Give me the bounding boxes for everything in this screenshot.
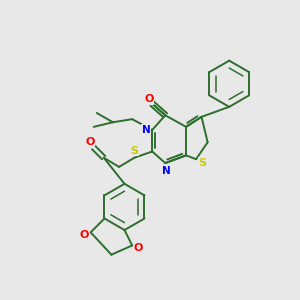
Text: O: O	[85, 137, 94, 147]
Text: O: O	[134, 243, 143, 253]
Text: O: O	[80, 230, 89, 240]
Text: N: N	[163, 166, 171, 176]
Text: S: S	[198, 158, 206, 168]
Text: O: O	[144, 94, 154, 104]
Text: N: N	[142, 125, 150, 135]
Text: S: S	[130, 146, 139, 156]
